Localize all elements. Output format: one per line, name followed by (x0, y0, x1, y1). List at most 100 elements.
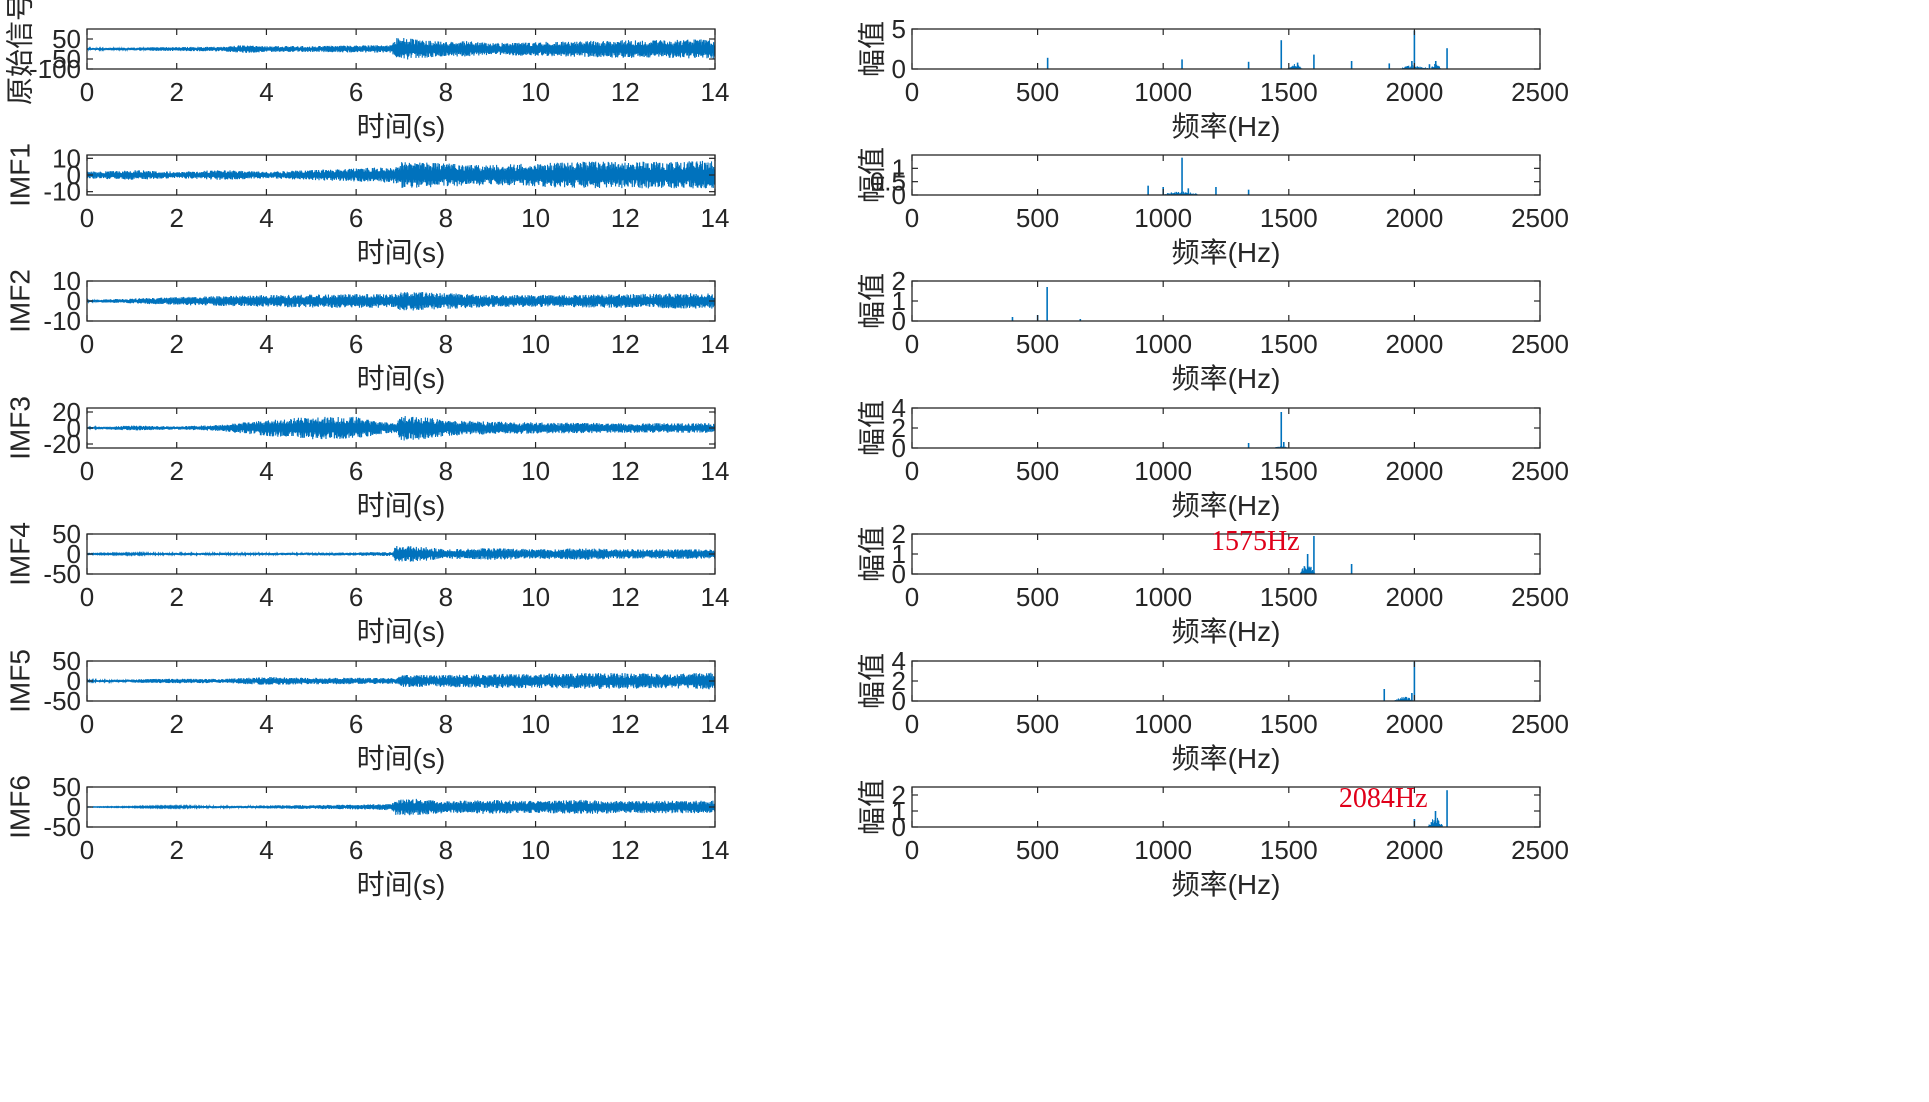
sig-raw-time-xtick-label-6: 12 (611, 77, 640, 107)
imf2-time-ylabel: IMF2 (4, 269, 35, 333)
sig-raw-freq-xtick-label-5: 2500 (1511, 77, 1569, 107)
imf3-time-series (86, 416, 716, 441)
imf4-freq-ytick-label-2: 2 (892, 519, 906, 549)
imf5-freq-axes-box (911, 660, 1541, 702)
imf2-time-xtick-label-3: 6 (349, 329, 363, 359)
imf3-time-xlabel: 时间(s) (357, 490, 446, 521)
imf6-time-ylabel: IMF6 (4, 775, 35, 839)
sig-raw-time-ytick-label-0: -100 (29, 54, 81, 84)
imf6-freq-ytick-label-0: 0 (892, 812, 906, 842)
imf4-freq-xlabel: 频率(Hz) (1172, 616, 1281, 647)
imf1-time-xtick-label-1: 2 (169, 203, 183, 233)
imf4-freq-spectrum (911, 565, 1541, 574)
imf6-freq-ylabel: 幅值 (856, 779, 887, 835)
imf3-time-ylabel: IMF3 (4, 396, 35, 460)
imf5-freq-xlabel: 频率(Hz) (1172, 743, 1281, 774)
imf5-time-xtick-label-4: 8 (439, 709, 453, 739)
imf5-time-waveform (86, 672, 716, 690)
imf3-time-xtick-label-6: 12 (611, 456, 640, 486)
imf1-time-xtick-label-0: 0 (80, 203, 94, 233)
sig-raw-time-xtick-label-2: 4 (259, 77, 273, 107)
sig-raw-time-xtick-label-4: 8 (439, 77, 453, 107)
imf2-time-ytick-label-0: -10 (43, 306, 81, 336)
imf1-time-ytick-label-1: 0 (67, 160, 81, 190)
imf1-time-waveform (86, 160, 716, 189)
imf6-time-waveform (86, 798, 716, 816)
imf3-freq-ytick-label-2: 4 (892, 393, 906, 423)
imf3-time-xtick-label-2: 4 (259, 456, 273, 486)
imf6-freq-spectrum (911, 817, 1541, 827)
imf5-freq-xtick-label-0: 0 (905, 709, 919, 739)
imf2-time-ytick-label-1: 0 (67, 286, 81, 316)
sig-raw-freq-axes-box (911, 28, 1541, 70)
imf1-time-xtick-label-4: 8 (439, 203, 453, 233)
imf4-time-xtick-label-0: 0 (80, 582, 94, 612)
imf4-time-ytick-label-0: -50 (43, 559, 81, 589)
imf3-time-xtick-label-0: 0 (80, 456, 94, 486)
imf5-freq-ytick-label-0: 0 (892, 686, 906, 716)
sig-raw-freq-ytick-label-0: 0 (892, 54, 906, 84)
imf1-time-series (86, 160, 716, 189)
imf6-time-xtick-label-3: 6 (349, 835, 363, 865)
imf5-time-xlabel: 时间(s) (357, 743, 446, 774)
imf6-time-xtick-label-4: 8 (439, 835, 453, 865)
imf6-time-xlabel: 时间(s) (357, 869, 446, 900)
imf5-time-ytick-label-0: -50 (43, 686, 81, 716)
imf6-freq-xlabel: 频率(Hz) (1172, 869, 1281, 900)
imf4-freq-xtick-label-2: 1000 (1134, 582, 1192, 612)
imf5-time-xtick-label-6: 12 (611, 709, 640, 739)
imf1-time-xtick-label-5: 10 (521, 203, 550, 233)
imf6-time-xtick-label-0: 0 (80, 835, 94, 865)
imf3-freq-xtick-label-2: 1000 (1134, 456, 1192, 486)
sig-raw-time-axes-box (86, 28, 716, 70)
imf6-freq-xtick-label-0: 0 (905, 835, 919, 865)
imf1-freq-xtick-label-1: 500 (1016, 203, 1059, 233)
imf5-freq-xtick-label-4: 2000 (1385, 709, 1443, 739)
imf4-time-xtick-label-7: 14 (701, 582, 730, 612)
imf1-time-xlabel: 时间(s) (357, 237, 446, 268)
imf5-freq-xtick-label-3: 1500 (1260, 709, 1318, 739)
sig-raw-time-xtick-label-5: 10 (521, 77, 550, 107)
imf6-time-ytick-label-2: 50 (52, 772, 81, 802)
imf6-freq-xtick-label-4: 2000 (1385, 835, 1443, 865)
imf3-freq-ytick-label-1: 2 (892, 413, 906, 443)
imf2-time-xtick-label-0: 0 (80, 329, 94, 359)
sig-raw-freq-ytick-label-1: 5 (892, 14, 906, 44)
imf1-freq-series (911, 157, 1541, 195)
imf4-freq-xtick-label-1: 500 (1016, 582, 1059, 612)
sig-raw-freq-series (911, 30, 1541, 69)
imf4-freq-annotation: 1575Hz (1211, 526, 1300, 557)
imf6-time-xtick-label-5: 10 (521, 835, 550, 865)
imf4-freq-ylabel: 幅值 (856, 526, 887, 582)
imf5-time-xtick-label-3: 6 (349, 709, 363, 739)
imf5-freq-xtick-label-2: 1000 (1134, 709, 1192, 739)
imf5-time-series (86, 672, 716, 690)
imf4-time-waveform (86, 546, 716, 562)
imf6-freq-axes-box (911, 786, 1541, 828)
imf5-freq-ytick-label-1: 2 (892, 666, 906, 696)
imf1-freq-ytick-label-0: 0 (892, 180, 906, 210)
imf2-time-xtick-label-4: 8 (439, 329, 453, 359)
imf6-freq-series (911, 790, 1541, 827)
imf2-time-xtick-label-7: 14 (701, 329, 730, 359)
imf6-time-xtick-label-1: 2 (169, 835, 183, 865)
imf2-freq-xtick-label-0: 0 (905, 329, 919, 359)
imf4-freq-xtick-label-4: 2000 (1385, 582, 1443, 612)
imf4-time-series (86, 546, 716, 562)
imf4-time-xlabel: 时间(s) (357, 616, 446, 647)
imf6-time-xtick-label-2: 4 (259, 835, 273, 865)
sig-raw-freq-panel: 0 500 1000 1500 2000 2500 0 5 频率(Hz) 幅值 (856, 14, 1569, 142)
imf2-freq-xtick-label-3: 1500 (1260, 329, 1318, 359)
imf5-time-ytick-label-2: 50 (52, 646, 81, 676)
imf3-freq-ytick-label-0: 0 (892, 433, 906, 463)
imf1-time-xtick-label-3: 6 (349, 203, 363, 233)
imf1-freq-xtick-label-4: 2000 (1385, 203, 1443, 233)
imf3-time-xtick-label-7: 14 (701, 456, 730, 486)
imf5-time-ytick-label-1: 0 (67, 666, 81, 696)
